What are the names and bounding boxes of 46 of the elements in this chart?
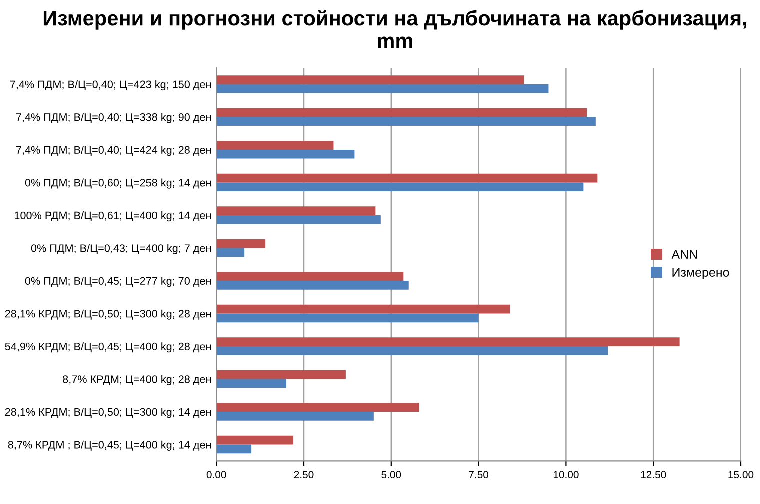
bar (216, 182, 584, 192)
y-tick-label: 8,7% КРДМ; Ц=400 kg; 28 ден (63, 375, 211, 386)
bar (216, 239, 266, 248)
bar (216, 76, 524, 84)
y-tick-label: 8,7% КРДМ ; В/Ц=0,45; Ц=400 kg; 14 ден (8, 440, 211, 451)
bar (216, 304, 510, 314)
bar (216, 174, 598, 183)
bar (216, 84, 549, 94)
bar (216, 141, 334, 150)
x-tick-label: 0.00 (206, 471, 226, 479)
y-tick-label: 100% РДМ; В/Ц=0,61; Ц=400 kg; 14 ден (15, 212, 211, 222)
y-tick-label: 28,1% КРДМ; В/Ц=0,50; Ц=300 kg; 28 ден (5, 310, 211, 320)
bar (216, 108, 588, 118)
x-tick-label: 7.50 (469, 471, 489, 479)
x-tick-label: 12.50 (641, 471, 666, 479)
bar (216, 379, 287, 388)
bar (216, 280, 409, 290)
y-tick-label: 7,4% ПДМ; В/Ц=0,40; Ц=338 kg; 90 ден (16, 113, 211, 124)
chart-title: Измерени и прогнозни стойности на дълбочината на карбонизация, mm (44, 10, 746, 48)
y-tick-label: 0% ПДМ; В/Ц=0,43; Ц=400 kg; 7 ден (31, 244, 211, 254)
bar (216, 314, 479, 323)
y-tick-label: 0% ПДМ; В/Ц=0,60; Ц=258 kg; 14 ден (25, 178, 211, 189)
bar (216, 272, 404, 281)
bar (216, 436, 294, 445)
bar (216, 346, 608, 356)
x-tick-label: 10.00 (554, 471, 579, 479)
bar (216, 444, 252, 454)
x-tick-label: 2.50 (294, 471, 314, 479)
y-tick-label: 7,4% ПДМ; В/Ц=0,40; Ц=424 kg; 28 ден (16, 146, 211, 156)
bar (216, 248, 245, 258)
bar (216, 370, 346, 380)
y-tick-label: 28,1% КРДМ; В/Ц=0,50; Ц=300 kg; 14 ден (5, 408, 211, 418)
x-tick-label: 5.00 (382, 471, 402, 479)
bar (216, 117, 596, 126)
legend-label: Измерено (672, 268, 730, 280)
y-tick-label: 54,9% КРДМ; В/Ц=0,45; Ц=400 kg; 28 ден (5, 342, 211, 353)
bar (216, 403, 420, 412)
y-tick-label: 0% ПДМ; В/Ц=0,45; Ц=277 kg; 70 ден (25, 277, 211, 288)
bar (216, 206, 376, 216)
bar (216, 412, 374, 421)
bar (216, 338, 680, 346)
bar (216, 150, 355, 159)
bar (216, 215, 381, 224)
x-tick-label: 15.00 (728, 471, 754, 479)
y-tick-label: 7,4% ПДМ; В/Ц=0,40; Ц=423 kg; 150 ден (10, 80, 211, 91)
legend-label: ANN (672, 250, 698, 259)
